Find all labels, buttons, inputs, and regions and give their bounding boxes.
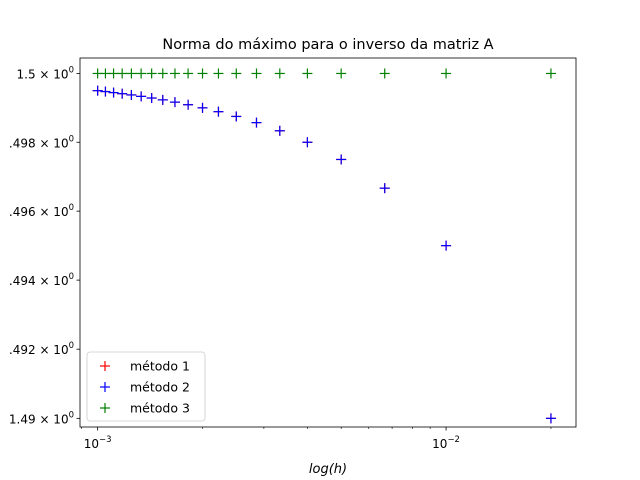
data-point — [126, 68, 137, 79]
data-point — [92, 85, 103, 96]
data-point — [169, 97, 180, 108]
data-point — [231, 68, 242, 79]
tick-label-exponent: 0 — [69, 272, 74, 282]
data-point — [213, 106, 224, 117]
data-point — [169, 68, 180, 79]
data-point — [213, 68, 224, 79]
series-3-points — [92, 68, 556, 79]
data-point — [302, 137, 313, 148]
data-point — [251, 117, 262, 128]
y-tick-label: .496 × 100 — [9, 203, 74, 219]
tick-label-exponent: 0 — [69, 341, 74, 351]
tick-label-base: 10 — [84, 437, 99, 451]
data-point — [231, 111, 242, 122]
data-point — [157, 94, 168, 105]
data-point — [336, 68, 347, 79]
legend-marker — [100, 382, 110, 392]
plot-area-frame — [79, 57, 577, 428]
data-point — [197, 102, 208, 113]
data-point — [126, 89, 137, 100]
data-point — [146, 68, 157, 79]
legend-label: método 1 — [130, 359, 190, 374]
tick-label-base: .494 × 10 — [9, 274, 69, 288]
data-point — [545, 413, 556, 424]
y-tick-label: .498 × 100 — [9, 134, 74, 150]
data-point — [197, 68, 208, 79]
chart-title: Norma do máximo para o inverso da matriz… — [162, 37, 493, 53]
y-tick-label: .492 × 100 — [9, 341, 74, 357]
data-point — [274, 125, 285, 136]
tick-label-base: .498 × 10 — [9, 136, 69, 150]
legend-entry: método 3 — [100, 401, 190, 416]
data-point — [136, 91, 147, 102]
legend-entry: método 1 — [100, 359, 190, 374]
legend-marker — [100, 403, 110, 413]
data-point — [146, 93, 157, 104]
data-point — [117, 68, 128, 79]
legend: método 1 método 2 método 3 — [86, 351, 206, 422]
data-point — [251, 68, 262, 79]
data-point — [302, 68, 313, 79]
data-point — [183, 68, 194, 79]
y-tick-label: 1.5 × 100 — [17, 65, 74, 81]
data-point — [100, 86, 111, 97]
tick-label-exponent: 0 — [69, 134, 74, 144]
data-point — [545, 68, 556, 79]
data-point — [108, 87, 119, 98]
data-point — [117, 88, 128, 99]
x-tick-label: 10−2 — [432, 435, 460, 451]
data-point — [274, 68, 285, 79]
data-point — [336, 154, 347, 165]
x-axis: 10−3 10−2 — [81, 427, 552, 451]
y-tick-label: .494 × 100 — [9, 272, 74, 288]
tick-label-base: 1.49 × 10 — [9, 412, 69, 426]
plot-marks — [92, 68, 556, 424]
x-tick-label: 10−3 — [84, 435, 112, 451]
y-tick-label: 1.49 × 100 — [9, 410, 74, 426]
tick-label-base: .496 × 10 — [9, 205, 69, 219]
tick-label-base: 1.5 × 10 — [17, 67, 69, 81]
tick-label-exponent: 0 — [69, 410, 74, 420]
x-axis-label: log(h) — [309, 462, 347, 477]
legend-marker — [100, 361, 110, 371]
legend-label: método 2 — [130, 380, 190, 395]
legend-label: método 3 — [130, 401, 190, 416]
legend-entry: método 2 — [100, 380, 190, 395]
legend-box — [86, 351, 206, 422]
data-point — [441, 240, 452, 251]
y-axis: 1.5 × 100.498 × 100.496 × 100.494 × 100.… — [9, 65, 80, 426]
tick-label-exponent: 0 — [69, 203, 74, 213]
series-2-points — [92, 85, 556, 424]
tick-label-exponent: −3 — [99, 435, 112, 445]
data-point — [441, 68, 452, 79]
data-point — [183, 99, 194, 110]
data-point — [157, 68, 168, 79]
tick-label-exponent: 0 — [69, 65, 74, 75]
data-point — [379, 183, 390, 194]
tick-label-exponent: −2 — [447, 435, 460, 445]
data-point — [92, 68, 103, 79]
data-point — [379, 68, 390, 79]
tick-label-base: 10 — [432, 437, 447, 451]
tick-label-base: .492 × 10 — [9, 343, 69, 357]
data-point — [136, 68, 147, 79]
